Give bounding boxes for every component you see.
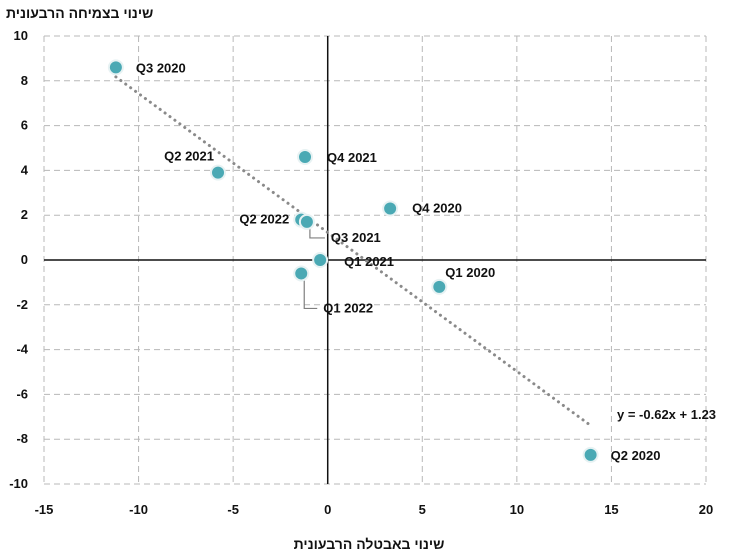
scatter-point xyxy=(210,164,227,181)
scatter-point xyxy=(293,265,310,282)
scatter-point xyxy=(297,148,314,165)
point-label: Q4 2021 xyxy=(327,150,377,165)
x-tick-label: 20 xyxy=(699,502,713,517)
x-tick-label: 15 xyxy=(604,502,618,517)
point-label: Q1 2021 xyxy=(344,254,394,269)
trendline xyxy=(114,75,593,427)
x-tick-label: 0 xyxy=(324,502,331,517)
point-label: Q4 2020 xyxy=(412,200,462,215)
y-tick-label: 8 xyxy=(21,73,28,88)
trendline-equation: y = -0.62x + 1.23 xyxy=(617,407,716,422)
y-tick-label: -2 xyxy=(16,297,28,312)
y-tick-label: 0 xyxy=(21,252,28,267)
scatter-point xyxy=(107,59,124,76)
leader-layer xyxy=(303,227,325,310)
scatter-point xyxy=(312,252,329,268)
trend-layer xyxy=(114,75,593,427)
y-tick-label: 4 xyxy=(21,162,29,177)
point-label: Q1 2022 xyxy=(323,300,373,315)
point-label: Q1 2020 xyxy=(445,265,495,280)
point-label: Q3 2020 xyxy=(136,60,186,75)
y-tick-label: -10 xyxy=(9,476,28,491)
point-leader-line xyxy=(303,279,318,310)
y-tick-label: 6 xyxy=(21,118,28,133)
y-tick-label: 2 xyxy=(21,207,28,222)
label-layer: Q3 2020 Q2 2021 Q4 2021 Q2 2022 Q3 2021 Q1 20… xyxy=(136,60,661,463)
scatter-point xyxy=(431,278,448,295)
axis-layer: -15 -10 -5 0 5 10 15 20 -10 -8 -6 -4 -2 0 2 4 6 8 10 xyxy=(9,28,713,517)
y-axis-title: שינוי בצמיחה הרבעונית xyxy=(6,5,153,21)
y-tick-label: -6 xyxy=(16,386,28,401)
point-layer xyxy=(107,59,599,463)
point-leader-line xyxy=(309,227,325,239)
y-tick-label: -4 xyxy=(16,342,28,357)
scatter-point xyxy=(582,446,599,463)
x-tick-label: 10 xyxy=(510,502,524,517)
scatter-point xyxy=(298,213,315,230)
x-tick-label: -15 xyxy=(35,502,54,517)
point-label: Q3 2021 xyxy=(331,230,381,245)
y-tick-label: -8 xyxy=(16,431,28,446)
y-tick-label: 10 xyxy=(14,28,28,43)
scatter-point xyxy=(382,200,399,217)
point-label: Q2 2022 xyxy=(239,212,289,227)
x-tick-label: 5 xyxy=(419,502,426,517)
point-label: Q2 2020 xyxy=(611,448,661,463)
x-axis-title: שינוי באבטלה הרבעונית xyxy=(294,536,445,552)
point-label: Q2 2021 xyxy=(164,149,214,164)
x-tick-label: -10 xyxy=(129,502,148,517)
x-tick-label: -5 xyxy=(227,502,239,517)
